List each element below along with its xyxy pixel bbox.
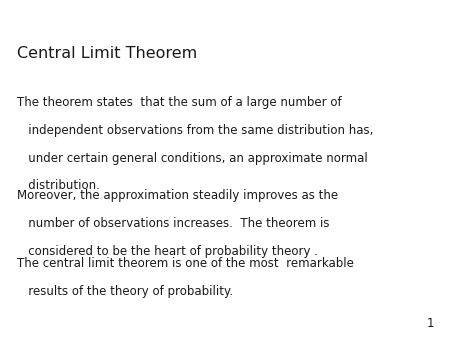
Text: distribution.: distribution. [17,179,100,192]
Text: independent observations from the same distribution has,: independent observations from the same d… [17,124,374,137]
Text: The theorem states  that the sum of a large number of: The theorem states that the sum of a lar… [17,96,342,109]
Text: under certain general conditions, an approximate normal: under certain general conditions, an app… [17,152,368,165]
Text: Moreover, the approximation steadily improves as the: Moreover, the approximation steadily imp… [17,189,338,202]
Text: 1: 1 [427,317,434,330]
Text: number of observations increases.  The theorem is: number of observations increases. The th… [17,217,329,230]
Text: considered to be the heart of probability theory .: considered to be the heart of probabilit… [17,245,318,258]
Text: Central Limit Theorem: Central Limit Theorem [17,46,198,61]
Text: results of the theory of probability.: results of the theory of probability. [17,285,233,297]
Text: The central limit theorem is one of the most  remarkable: The central limit theorem is one of the … [17,257,354,270]
